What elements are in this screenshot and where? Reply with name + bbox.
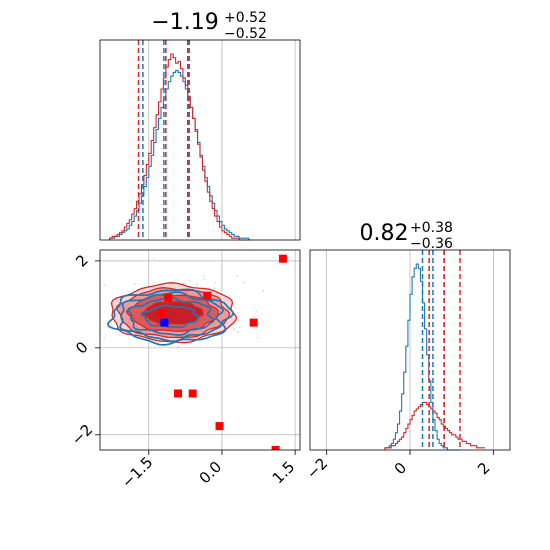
scatter-point [103,283,106,286]
hist-x-quantiles [137,40,191,240]
red-square-marker [215,422,224,431]
scatter-point [315,306,317,308]
scatter-point [232,328,235,331]
hist-x-grid [148,40,296,240]
scatter-point [195,283,198,286]
scatter-point [213,287,215,289]
red-square-marker [164,293,173,302]
x-tick-label: 1.5 [269,458,299,488]
title-x-lower: −0.52 [224,26,267,42]
scatter-point [236,275,238,278]
joint-x-ticks: −1.5 0.0 1.5 [118,450,298,492]
scatter-point [90,306,92,308]
red-square-marker [174,389,183,398]
blue-contour-level [141,304,200,328]
title-y-upper: +0.38 [410,220,453,236]
x-tick-label: 0 [391,459,410,478]
blue-contour-level [106,288,235,346]
scatter-point [236,331,239,333]
joint-grid [100,250,300,450]
scatter-point [103,337,106,339]
joint-markers [156,254,287,450]
joint-panel: −1.5 0.0 1.5 −2 0 2 [68,249,317,492]
x-tick-label: −1.5 [118,453,156,491]
title-x: −1.19 [151,10,218,35]
scatter-point [242,281,245,284]
joint-y-ticks: −2 0 2 [68,251,100,449]
scatter-point [239,326,241,329]
title-y-median: 0.82 [360,221,409,246]
x-tick-label: −2 [303,454,331,482]
scatter-point [214,281,217,284]
hist-y-panel: 0.82 +0.38 −0.36 −2 0 2 [303,220,511,483]
scatter-point [255,310,258,313]
red-square-marker [156,309,165,318]
scatter-point [208,287,211,289]
hist-y-x-ticks: −2 0 2 [303,450,494,483]
hist-x-frame [99,39,301,241]
title-x-upper: +0.52 [224,10,267,26]
y-tick-label: −2 [68,421,96,449]
hist-x-step [109,53,252,241]
x-tick-label: 2 [474,459,493,478]
scatter-point [189,280,191,283]
scatter-point [97,264,99,266]
scatter-point [203,278,206,281]
y-tick-label: 0 [72,338,91,357]
scatter-point [177,345,180,348]
blue-contour-level [127,296,215,336]
blue-contour-level [119,291,225,343]
hist-x-step [109,70,252,241]
hist-y-step [384,263,460,451]
scatter-point [153,257,155,260]
scatter-point [237,319,240,322]
joint-blue-contours [106,288,235,346]
y-tick-label: 2 [72,251,91,270]
title-y-lower: −0.36 [410,236,453,252]
hist-y-series [384,263,485,451]
red-square-marker [278,254,287,263]
blue-square-marker [160,318,169,327]
hist-y-step [384,401,485,450]
hist-x-panel: −1.19 +0.52 −0.52 [99,10,301,241]
red-square-marker [271,446,280,450]
red-square-marker [249,318,258,327]
scatter-point [119,333,121,336]
red-square-marker [203,291,212,300]
hist-y-grid [326,250,494,450]
title-x-median: −1.19 [151,10,218,35]
joint-frame [99,249,301,451]
x-tick-label: 0.0 [196,458,226,488]
scatter-point [202,274,205,277]
hist-y-quantiles [421,250,461,450]
scatter-point [134,283,136,285]
scatter-point [262,289,265,292]
red-square-marker [188,389,197,398]
hist-x-series [109,53,252,241]
scatter-point [256,336,259,339]
scatter-point [182,282,185,285]
